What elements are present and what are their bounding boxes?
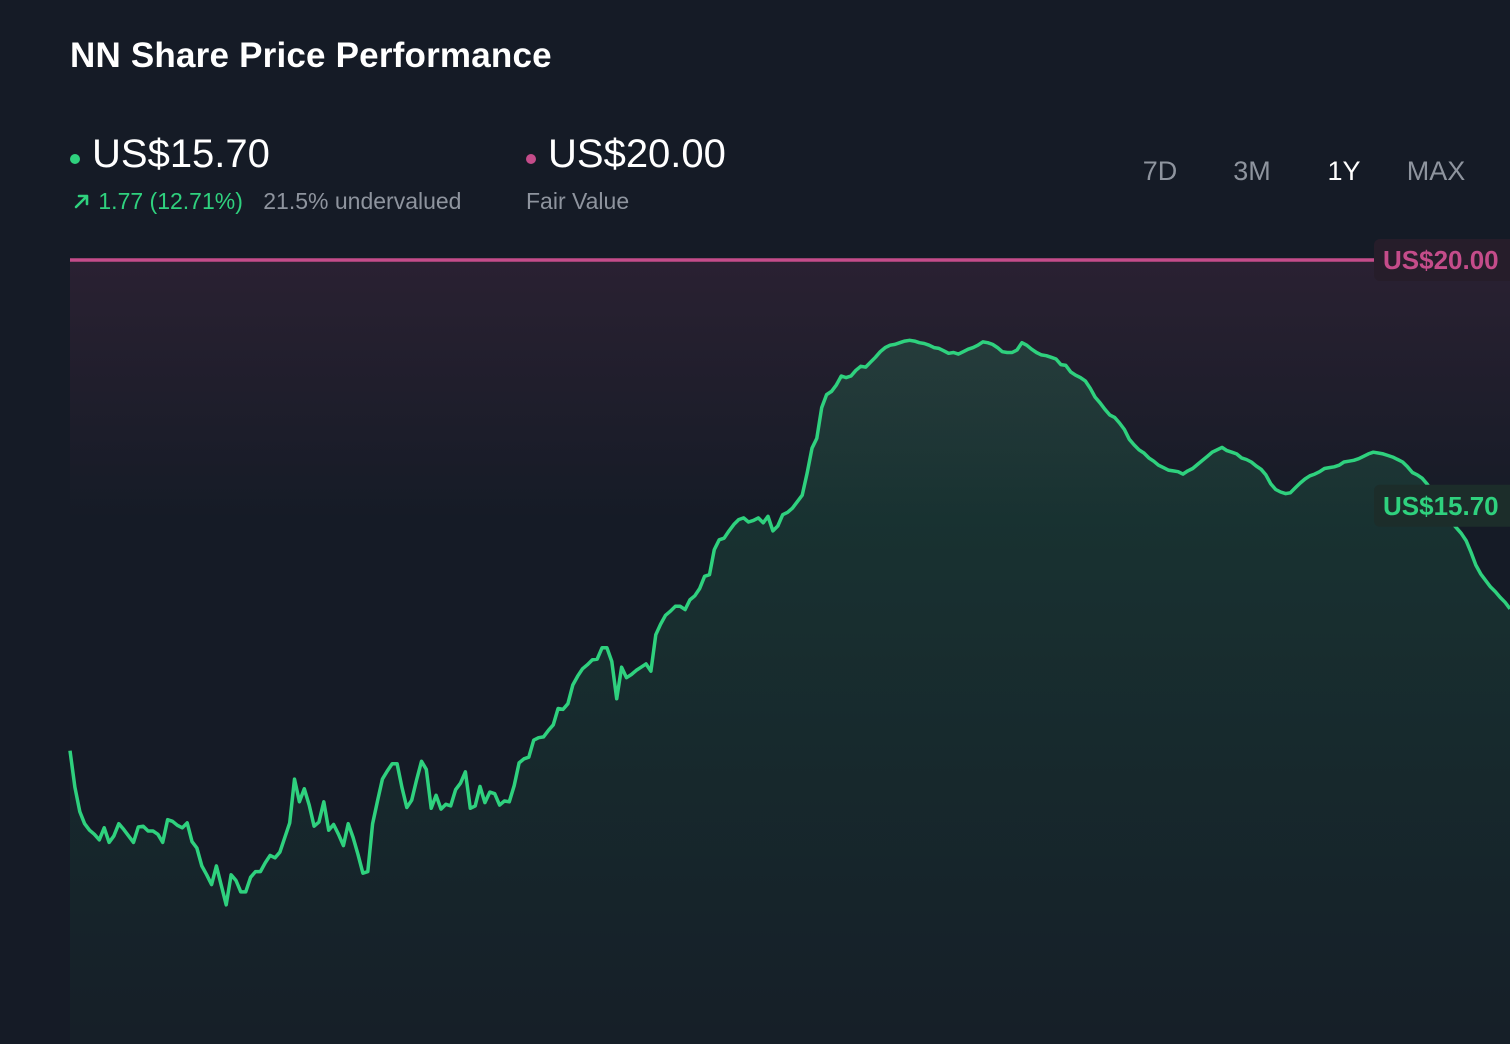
arrow-up-right-icon: [72, 188, 98, 214]
current-price-value: US$15.70: [92, 132, 270, 176]
last-price-tag: US$15.70: [1383, 491, 1499, 521]
price-change-row: 1.77 (12.71%) 21.5% undervalued: [72, 188, 461, 215]
tab-3m[interactable]: 3M: [1233, 156, 1271, 186]
current-price: US$15.70: [70, 132, 270, 177]
price-legend-dot: [70, 153, 80, 164]
fair-value-label: Fair Value: [526, 188, 630, 214]
price-change: 1.77 (12.71%): [98, 188, 243, 214]
last-price-tag-bg: [1374, 484, 1510, 527]
fair-value-tag: US$20.00: [1383, 245, 1499, 275]
fair-value-legend-dot: [526, 153, 536, 164]
fair-value: US$20.00: [526, 132, 726, 177]
price-area: [70, 340, 1510, 1044]
chart-title: NN Share Price Performance: [70, 36, 552, 75]
tab-1y[interactable]: 1Y: [1327, 156, 1361, 186]
valuation-status: 21.5% undervalued: [263, 188, 462, 214]
price-line: [68, 338, 1510, 907]
fair-value-tag-bg: [1374, 239, 1510, 281]
fair-value-glow: [70, 260, 1510, 520]
tab-7d[interactable]: 7D: [1142, 156, 1178, 186]
tab-max[interactable]: MAX: [1406, 156, 1466, 186]
fair-value-price: US$20.00: [548, 132, 726, 176]
timeframe-tabs: 7D 3M 1Y MAX: [1114, 156, 1482, 187]
